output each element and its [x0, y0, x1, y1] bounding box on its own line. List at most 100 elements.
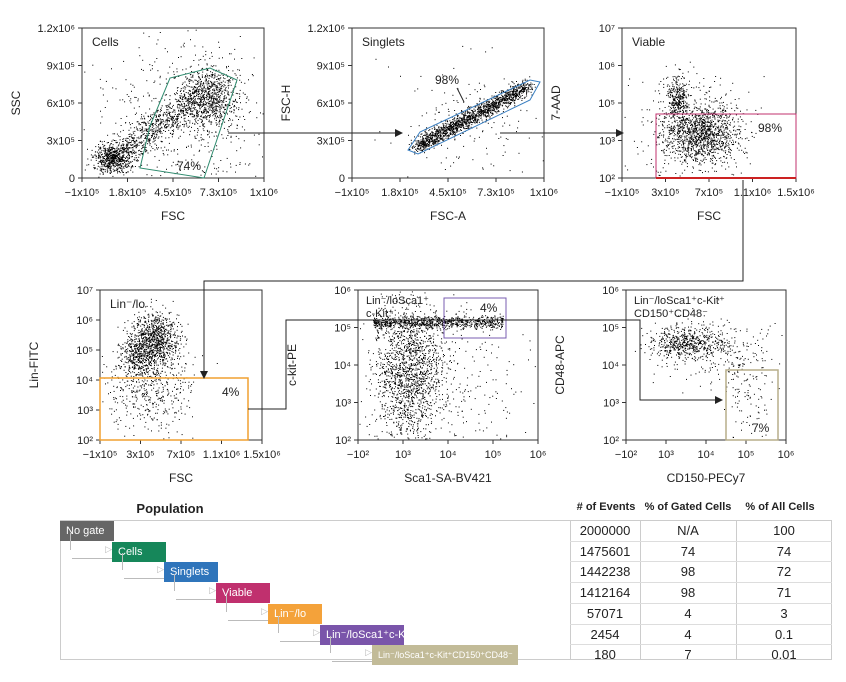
- event-dot: [492, 112, 494, 114]
- event-dot: [482, 121, 484, 123]
- event-dot: [677, 106, 679, 108]
- event-dot: [434, 128, 436, 130]
- event-dot: [185, 97, 187, 99]
- event-dot: [228, 70, 230, 71]
- event-dot: [127, 141, 129, 143]
- event-dot: [206, 69, 208, 70]
- event-dot: [426, 139, 428, 141]
- event-dot: [505, 138, 507, 140]
- event-dot: [176, 119, 178, 121]
- event-dot: [109, 161, 111, 163]
- event-dot: [668, 120, 670, 122]
- event-dot: [234, 101, 236, 103]
- event-dot: [151, 136, 153, 137]
- event-dot: [424, 141, 426, 143]
- event-dot: [101, 170, 103, 172]
- event-dot: [687, 153, 689, 155]
- event-dot: [453, 133, 455, 135]
- event-dot: [677, 157, 679, 159]
- event-dot: [230, 166, 232, 168]
- event-dot: [232, 103, 233, 105]
- event-dot: [424, 132, 426, 134]
- event-dot: [204, 108, 206, 110]
- event-dot: [174, 77, 176, 79]
- event-dot: [168, 106, 170, 108]
- event-dot: [243, 140, 245, 142]
- event-dot: [449, 124, 451, 126]
- event-dot: [204, 59, 206, 61]
- event-dot: [171, 133, 173, 135]
- event-dot: [431, 138, 433, 139]
- event-dot: [107, 166, 109, 168]
- event-dot: [199, 110, 201, 112]
- event-dot: [178, 113, 180, 115]
- event-dot: [506, 95, 508, 97]
- event-dot: [143, 121, 145, 123]
- event-dot: [153, 98, 155, 100]
- event-dot: [203, 104, 205, 106]
- event-dot: [472, 118, 474, 120]
- event-dot: [686, 118, 688, 120]
- event-dot: [202, 138, 204, 140]
- event-dot: [225, 86, 227, 88]
- event-dot: [202, 88, 204, 90]
- event-dot: [679, 120, 681, 122]
- event-dot: [219, 97, 221, 99]
- event-dot: [493, 103, 495, 105]
- event-dot: [201, 89, 203, 91]
- event-dot: [457, 121, 459, 122]
- plot-panel: −1x10⁵ 1.8x10⁵ 4.5x10⁵ 7.3x10⁵ 1x10⁶03x10⁵6x…: [9, 23, 278, 223]
- event-dot: [698, 152, 700, 154]
- event-dot: [211, 81, 213, 83]
- event-dot: [207, 98, 209, 100]
- event-dot: [713, 136, 715, 138]
- event-dot: [458, 127, 460, 129]
- event-dot: [244, 82, 246, 84]
- event-dot: [685, 83, 687, 85]
- event-dot: [478, 106, 480, 108]
- event-dot: [506, 94, 508, 96]
- event-dot: [484, 110, 486, 112]
- event-dot: [429, 141, 431, 143]
- event-dot: [435, 129, 437, 131]
- event-dot: [697, 122, 699, 124]
- event-dot: [434, 133, 436, 134]
- event-dot: [186, 109, 188, 111]
- event-dot: [183, 113, 184, 115]
- event-dot: [217, 83, 219, 85]
- event-dot: [190, 144, 192, 146]
- event-dot: [693, 120, 695, 122]
- event-dot: [449, 129, 450, 131]
- event-dot: [496, 97, 498, 99]
- event-dot: [494, 102, 496, 104]
- event-dot: [164, 113, 166, 115]
- event-dot: [166, 118, 168, 120]
- event-dot: [449, 133, 451, 135]
- event-dot: [160, 120, 162, 122]
- event-dot: [101, 149, 103, 151]
- event-dot: [529, 76, 531, 78]
- event-dot: [509, 96, 511, 98]
- event-dot: [146, 174, 148, 176]
- event-dot: [488, 101, 490, 103]
- event-dot: [526, 79, 528, 81]
- event-dot: [151, 136, 152, 138]
- y-tick-label: 1.2x10⁶: [37, 23, 75, 35]
- event-dot: [205, 78, 207, 80]
- event-dot: [204, 172, 205, 173]
- event-dot: [422, 148, 424, 150]
- event-dot: [212, 83, 214, 85]
- event-dot: [113, 170, 115, 172]
- event-dot: [208, 85, 210, 87]
- event-dot: [157, 70, 159, 72]
- event-dot: [460, 117, 462, 119]
- event-dot: [202, 125, 204, 127]
- event-dot: [171, 108, 173, 109]
- event-dot: [511, 100, 513, 101]
- event-dot: [463, 119, 465, 121]
- event-dot: [207, 93, 209, 95]
- event-dot: [156, 148, 158, 150]
- event-dot: [191, 159, 193, 161]
- event-dot: [121, 166, 123, 168]
- event-dot: [427, 136, 428, 138]
